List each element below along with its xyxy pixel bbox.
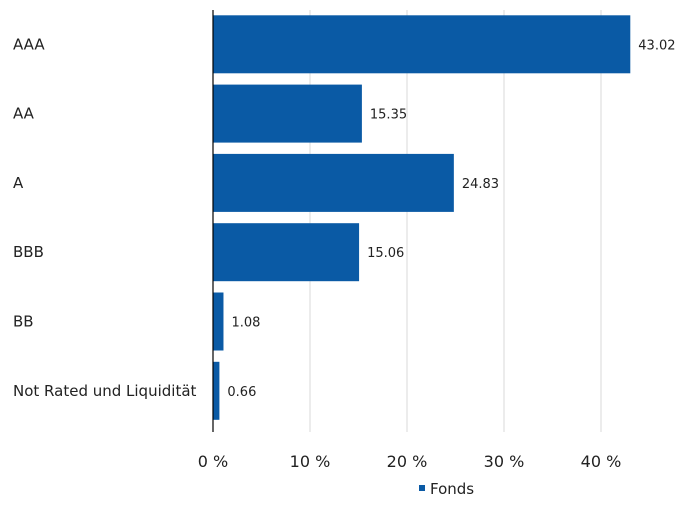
data-label: 24.83 <box>462 177 499 192</box>
category-label: A <box>13 174 24 192</box>
category-label: AAA <box>13 35 45 53</box>
x-tick-label: 40 % <box>581 452 622 471</box>
bar <box>213 361 220 420</box>
bar <box>213 84 362 143</box>
bar <box>213 15 631 74</box>
labels: 0 % 10 % 20 % 30 % 40 % AAA 43.02 AA 15.35 A 24.83… <box>13 35 676 471</box>
x-tick-label: 30 % <box>484 452 525 471</box>
data-label: 43.02 <box>638 38 675 53</box>
legend-swatch <box>419 485 425 491</box>
bar <box>213 153 454 212</box>
data-label: 0.66 <box>227 385 256 400</box>
legend: Fonds <box>419 480 474 498</box>
x-tick-label: 20 % <box>387 452 428 471</box>
category-label: BBB <box>13 243 44 261</box>
category-label: Not Rated und Liquidität <box>13 382 197 400</box>
x-tick-label: 0 % <box>198 452 228 471</box>
bar <box>213 223 360 282</box>
gridlines <box>309 10 602 432</box>
x-tick-label: 10 % <box>290 452 331 471</box>
data-label: 15.06 <box>367 246 404 261</box>
category-label: BB <box>13 313 34 331</box>
category-label: AA <box>13 105 35 123</box>
data-label: 15.35 <box>370 108 407 123</box>
bar <box>213 292 224 351</box>
legend-label: Fonds <box>430 480 474 498</box>
data-label: 1.08 <box>231 316 260 331</box>
bars <box>213 15 631 420</box>
